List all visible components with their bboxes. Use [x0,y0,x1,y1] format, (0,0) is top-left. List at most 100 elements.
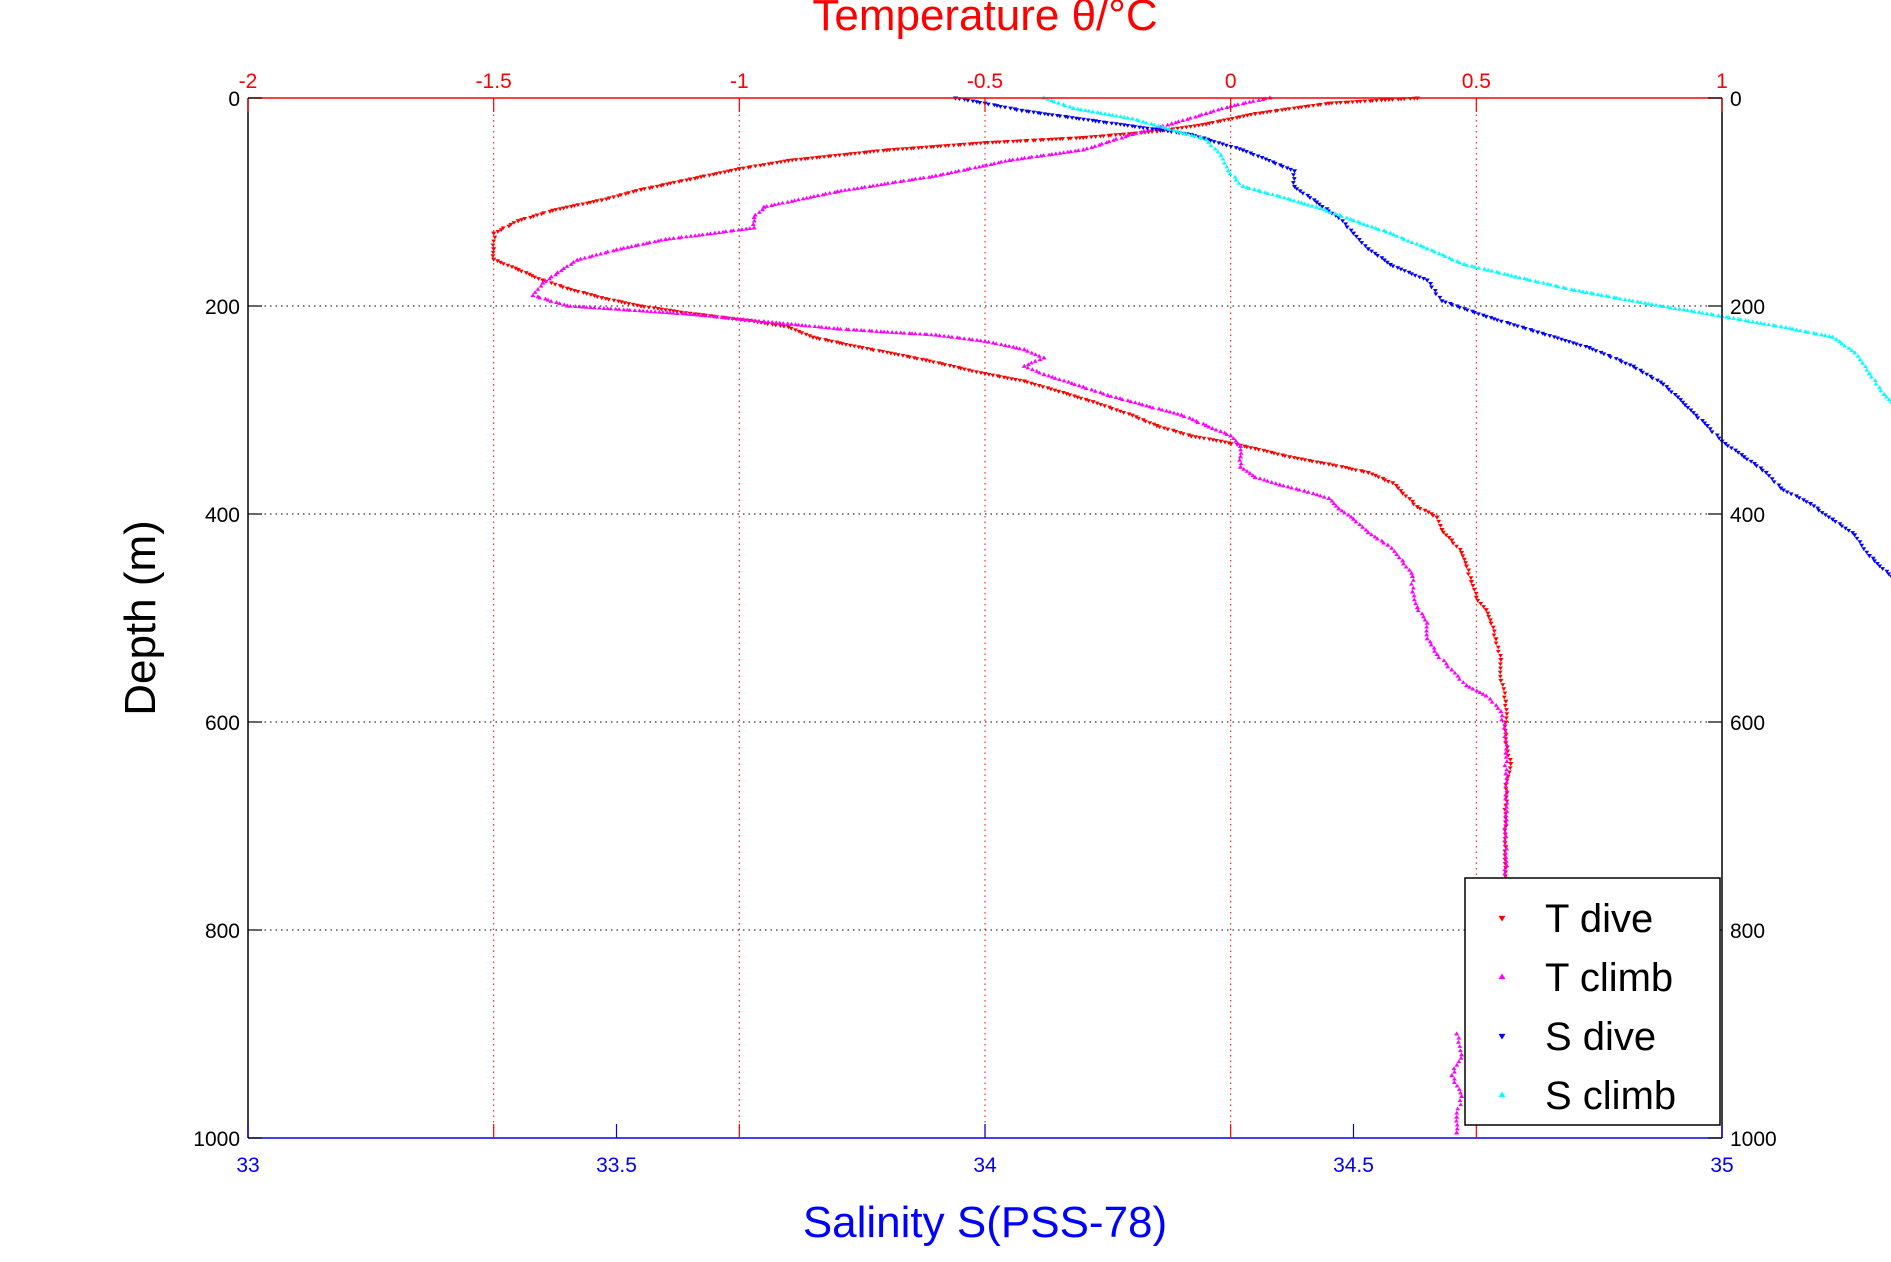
data-point [1501,687,1507,692]
data-point [1387,262,1393,267]
data-point [674,310,680,314]
data-point [1454,1114,1460,1119]
data-point [1502,871,1508,876]
data-point [716,230,722,235]
data-point [1691,309,1697,314]
data-point [519,218,525,222]
data-point [1046,152,1052,157]
data-point [1061,150,1067,155]
data-point [1393,483,1399,488]
data-point [1021,379,1027,384]
data-point [1109,112,1115,117]
data-point [1382,478,1388,483]
data-point [827,190,833,195]
data-point [1457,305,1462,310]
data-point [1141,128,1147,133]
data-point [1049,98,1055,103]
y-tick-label-right: 200 [1730,296,1765,319]
data-point [717,171,723,176]
data-point [1501,695,1507,700]
data-point [1137,125,1142,130]
data-point [1099,141,1105,146]
data-point [1457,547,1463,552]
data-point [1150,127,1155,132]
data-point [1048,387,1054,392]
data-point [796,322,801,327]
legend-label-t-climb: T climb [1545,956,1673,1000]
data-point [568,287,574,292]
data-point [1041,355,1047,360]
data-point [1060,390,1066,395]
data-point [608,306,614,311]
data-point [611,195,617,200]
data-point [892,179,898,184]
data-point [1754,464,1759,469]
data-point [1852,350,1858,355]
data-point [558,268,564,273]
data-point [1201,436,1207,441]
data-point [814,156,820,160]
data-point [789,199,795,203]
data-point [626,191,631,196]
data-point [1151,122,1157,127]
data-point [781,324,787,329]
data-point [1635,299,1641,304]
data-point [1106,139,1112,144]
data-point [1113,113,1119,118]
data-point [1102,404,1108,409]
data-point [901,330,907,335]
data-point [1488,621,1494,626]
data-point [495,259,501,264]
data-point [664,310,670,315]
data-point [946,334,951,339]
data-point [1154,424,1160,429]
data-point [1014,108,1020,113]
data-point [1498,678,1504,683]
legend-label-t-dive: T dive [1545,897,1653,941]
data-point [1766,322,1772,327]
data-point [606,196,612,201]
data-point [490,254,496,259]
data-point [589,253,595,258]
data-point [1139,402,1145,407]
data-point [515,219,521,224]
data-point [1439,299,1445,304]
data-point [1038,138,1044,143]
data-point [1034,154,1040,159]
data-point [1184,132,1189,136]
data-point [867,150,873,155]
data-point [1474,688,1480,693]
data-point [631,190,636,194]
data-point [1302,201,1307,206]
data-point [1503,729,1509,734]
data-point [1857,540,1863,545]
data-point [1562,338,1568,343]
data-point [1045,386,1051,391]
data-point [1502,829,1508,834]
data-point [606,297,612,302]
data-point [1344,215,1350,220]
data-point [1265,191,1271,196]
data-point [593,252,599,257]
data-point [1218,152,1224,157]
data-point [1563,286,1569,291]
data-point [1026,155,1032,160]
data-point [1811,504,1817,509]
data-point [733,168,739,172]
data-point [826,154,832,159]
data-point [1455,1106,1461,1111]
data-point [1748,459,1754,464]
data-point [1193,114,1198,119]
data-point [1888,574,1891,579]
data-point [1002,158,1008,163]
data-point [1379,256,1385,261]
data-point [1864,550,1870,555]
data-point [1424,624,1430,629]
data-point [1255,154,1261,159]
data-point [1203,111,1209,116]
data-point [1237,457,1243,462]
data-point [1200,123,1205,128]
data-point [523,271,529,275]
data-point [793,328,798,333]
data-point [1118,114,1123,119]
